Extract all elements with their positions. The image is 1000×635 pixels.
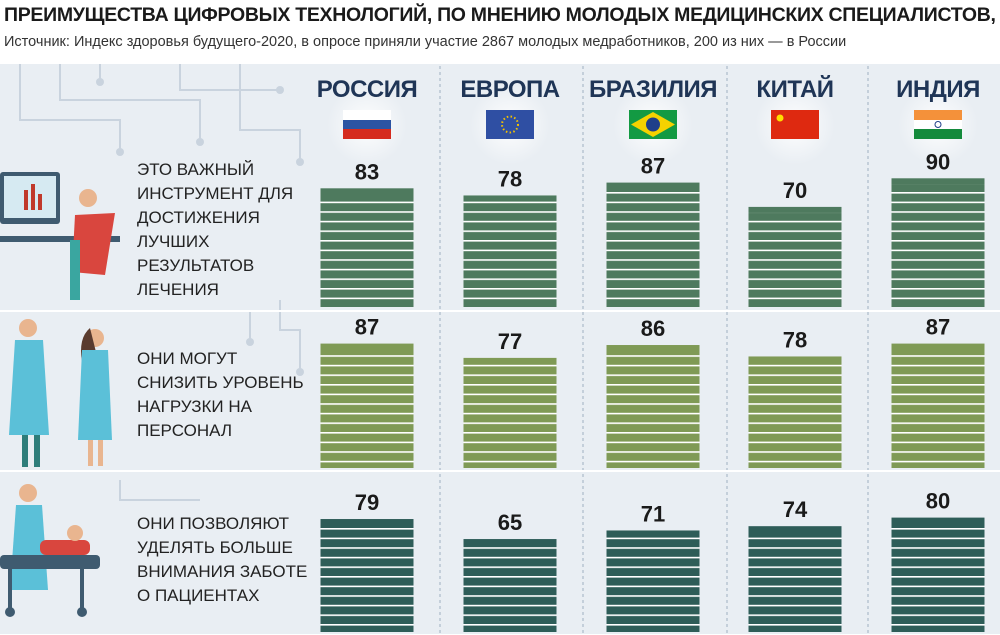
illustration-doctors [9, 319, 112, 467]
bar-stripes [320, 194, 414, 307]
column-header: РОССИЯ [317, 76, 418, 103]
column-header: ИНДИЯ [896, 76, 980, 103]
column-header: КИТАЙ [756, 75, 833, 103]
bar-stripes [606, 351, 700, 468]
bar-stripes [463, 545, 557, 632]
illustration-patient [0, 484, 100, 617]
column-header: БРАЗИЛИЯ [589, 76, 717, 103]
row-label: ОНИ МОГУТ СНИЗИТЬ УРОВЕНЬ НАГРУЗКИ НА ПЕ… [137, 349, 304, 440]
value-label: 65 [498, 510, 522, 535]
bar-stripes [320, 349, 414, 468]
flags [327, 85, 978, 165]
column-header: ЕВРОПА [460, 76, 559, 103]
row-dividers [0, 310, 1000, 472]
value-label: 90 [926, 149, 950, 174]
value-label: 79 [355, 490, 379, 515]
flag-india [914, 110, 962, 139]
chart-title: ПРЕИМУЩЕСТВА ЦИФРОВЫХ ТЕХНОЛОГИЙ, ПО МНЕ… [4, 4, 1000, 26]
circuit-nodes [96, 78, 304, 376]
bar-stripes [891, 349, 985, 468]
bar-stripes [320, 525, 414, 632]
plot-area: РОССИЯ ЕВРОПА БРАЗИЛИЯ КИТАЙ ИНДИЯ 83 78 87 70 90… [317, 75, 985, 632]
value-label: 71 [641, 501, 665, 526]
value-label: 87 [355, 315, 379, 340]
value-label: 74 [783, 497, 808, 522]
row-label: ЭТО ВАЖНЫЙ ИНСТРУМЕНТ ДЛЯ ДОСТИЖЕНИЯ ЛУЧ… [137, 160, 294, 299]
value-label: 86 [641, 316, 665, 341]
bar-stripes [463, 201, 557, 307]
flag-russia [343, 110, 391, 139]
value-label: 87 [926, 315, 950, 340]
flag-eu [486, 110, 534, 139]
value-label: 70 [783, 178, 807, 203]
flag-china [771, 110, 819, 139]
value-label: 77 [498, 329, 522, 354]
bar-stripes [748, 532, 842, 632]
illustration-doctor-desk [0, 172, 120, 300]
bar-stripes [748, 212, 842, 307]
bar-stripes [891, 184, 985, 307]
bar-stripes [463, 363, 557, 468]
bar-stripes [748, 362, 842, 468]
value-label: 80 [926, 489, 950, 514]
chart-subtitle: Источник: Индекс здоровья будущего-2020,… [4, 34, 847, 50]
column-dividers [439, 66, 869, 634]
bar-stripes [606, 536, 700, 632]
value-label: 78 [783, 327, 807, 352]
row-label: ОНИ ПОЗВОЛЯЮТ УДЕЛЯТЬ БОЛЬШЕ ВНИМАНИЯ ЗА… [137, 514, 308, 605]
circuit-decoration [19, 64, 301, 501]
value-label: 83 [355, 159, 379, 184]
value-label: 87 [641, 154, 665, 179]
bar-stripes [606, 188, 700, 307]
value-label: 78 [498, 166, 522, 191]
bar-stripes [891, 523, 985, 632]
flag-brazil [629, 110, 677, 139]
